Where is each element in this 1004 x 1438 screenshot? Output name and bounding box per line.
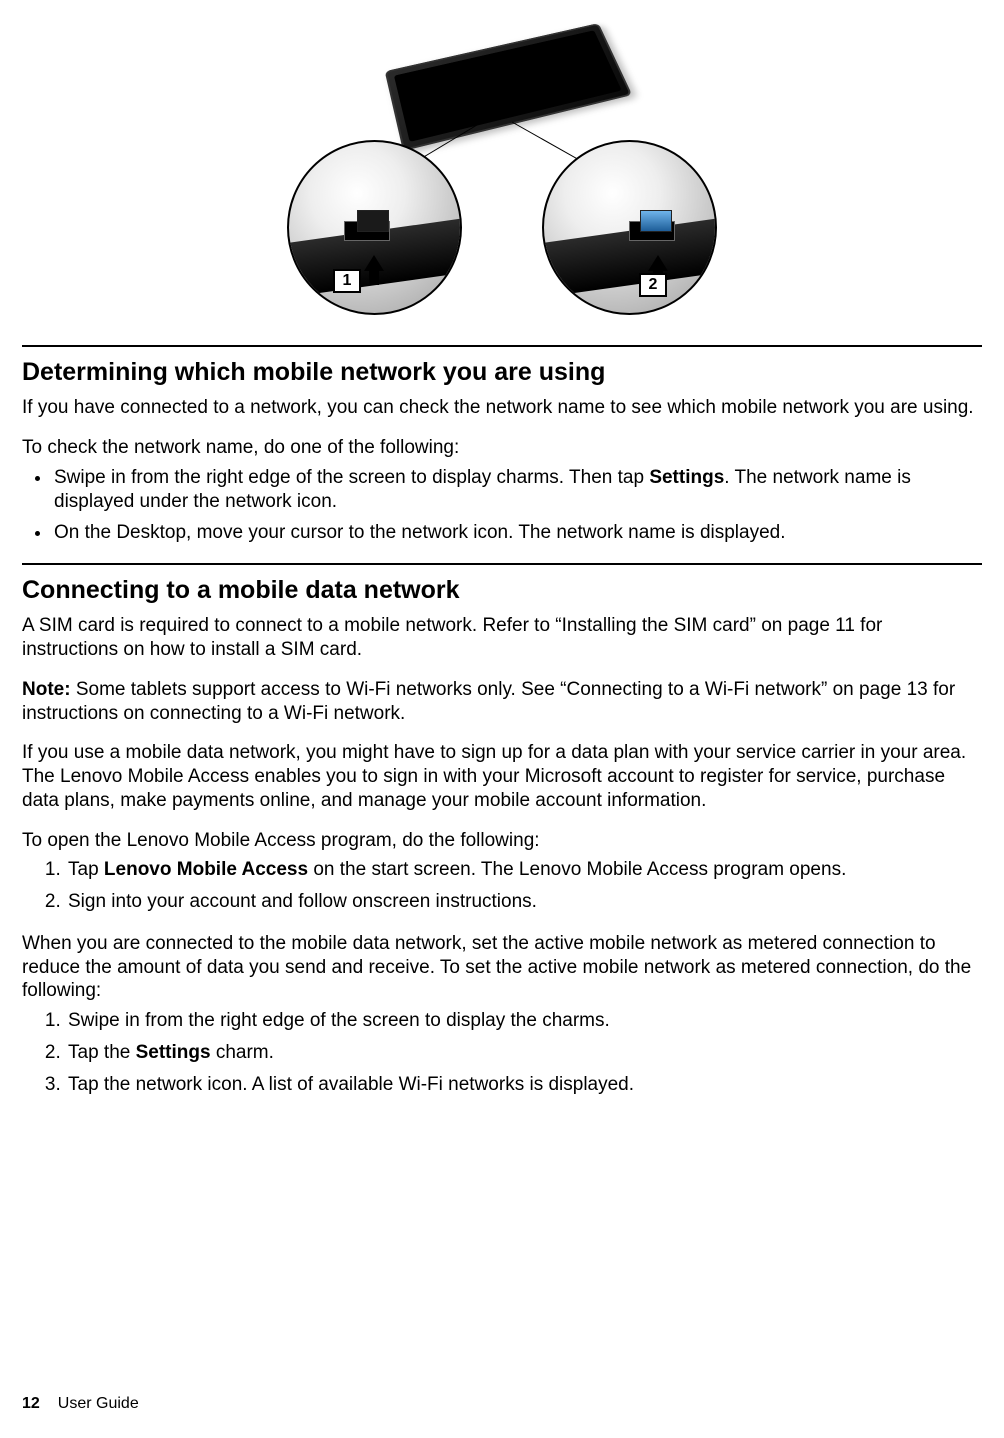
insert-arrow-icon xyxy=(364,255,384,271)
detail-view-1: 1 xyxy=(287,140,462,315)
text-run: Tap xyxy=(68,859,104,880)
page-footer: 12 User Guide xyxy=(22,1394,139,1414)
note-paragraph: Note: Some tablets support access to Wi-… xyxy=(22,678,982,726)
text-run: Some tablets support access to Wi-Fi net… xyxy=(22,679,955,724)
section-heading: Determining which mobile network you are… xyxy=(22,357,982,388)
list-item: On the Desktop, move your cursor to the … xyxy=(52,521,982,545)
body-text: When you are connected to the mobile dat… xyxy=(22,932,982,1003)
text-run: Tap the xyxy=(68,1042,136,1063)
bold-text: Lenovo Mobile Access xyxy=(104,859,308,880)
callout-label-1: 1 xyxy=(333,269,361,293)
list-item: Swipe in from the right edge of the scre… xyxy=(52,466,982,514)
doc-title: User Guide xyxy=(58,1395,139,1412)
body-text: To open the Lenovo Mobile Access program… xyxy=(22,829,982,853)
text-run: charm. xyxy=(211,1042,274,1063)
body-text: If you use a mobile data network, you mi… xyxy=(22,741,982,812)
list-item: Tap Lenovo Mobile Access on the start sc… xyxy=(66,858,982,882)
sim-install-illustration: 1 2 xyxy=(287,20,717,315)
section-heading: Connecting to a mobile data network xyxy=(22,575,982,606)
body-text: A SIM card is required to connect to a m… xyxy=(22,614,982,662)
numbered-list: Tap Lenovo Mobile Access on the start sc… xyxy=(22,858,982,914)
bold-text: Settings xyxy=(136,1042,211,1063)
list-item: Swipe in from the right edge of the scre… xyxy=(66,1009,982,1033)
insert-arrow-icon xyxy=(648,255,668,271)
list-item: Sign into your account and follow onscre… xyxy=(66,890,982,914)
text-run: Swipe in from the right edge of the scre… xyxy=(54,467,649,488)
page-number: 12 xyxy=(22,1395,40,1412)
bullet-list: Swipe in from the right edge of the scre… xyxy=(22,466,982,545)
bold-text: Settings xyxy=(649,467,724,488)
list-item: Tap the Settings charm. xyxy=(66,1041,982,1065)
body-text: If you have connected to a network, you … xyxy=(22,396,982,420)
section-divider xyxy=(22,563,982,565)
text-run: on the start screen. The Lenovo Mobile A… xyxy=(308,859,846,880)
note-label: Note: xyxy=(22,679,71,700)
callout-label-2: 2 xyxy=(639,273,667,297)
body-text: To check the network name, do one of the… xyxy=(22,436,982,460)
section-divider xyxy=(22,345,982,347)
detail-view-2: 2 xyxy=(542,140,717,315)
list-item: Tap the network icon. A list of availabl… xyxy=(66,1073,982,1097)
numbered-list: Swipe in from the right edge of the scre… xyxy=(22,1009,982,1096)
